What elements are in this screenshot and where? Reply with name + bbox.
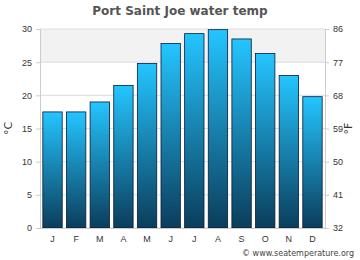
tick-mark [36,129,40,130]
tick-label: 25 [22,58,32,68]
bar [208,30,227,228]
tick-label: 41 [333,190,343,200]
tick-label: 50 [333,157,343,167]
tick: A [215,228,221,244]
tick: M [96,228,104,244]
tick-label: J [50,234,55,244]
tick-mark [325,228,329,229]
tick-label: F [73,234,79,244]
chart: 0 5 10 15 20 25 30 32 41 50 59 68 77 86 J F M A M J J A S O N D Po… [0,0,360,260]
bar [114,85,133,228]
tick: N [286,228,293,244]
bar [303,97,322,228]
tick-label: A [215,234,221,244]
tick-mark [325,129,329,130]
tick-mark [36,29,40,30]
y-axis: 0 5 10 15 20 25 30 [22,24,41,233]
y2-axis: 32 41 50 59 68 77 86 [325,24,343,233]
tick: 5 [27,190,40,200]
tick-mark [325,195,329,196]
tick-mark [325,95,329,96]
tick-label: 10 [22,157,32,167]
tick: D [309,228,316,244]
tick: O [262,228,269,244]
y2-axis-label: °F [342,123,355,135]
tick-mark [36,95,40,96]
bar [66,112,85,228]
tick-mark [36,162,40,163]
tick-label: 86 [333,24,343,34]
band [40,29,325,62]
tick-mark [325,62,329,63]
tick-label: 68 [333,91,343,101]
tick-mark [325,162,329,163]
tick-mark [36,195,40,196]
tick-label: 20 [22,91,32,101]
tick-label: 32 [333,223,343,233]
tick: 20 [22,91,40,101]
tick-label: S [239,234,245,244]
tick: 0 [27,223,40,233]
axis-line [326,30,330,229]
tick: M [143,228,151,244]
tick: 59 [325,124,343,134]
bar [232,39,251,228]
x-axis: JFMAMJJASOND [41,228,326,244]
bar [43,112,62,228]
tick: 41 [325,190,343,200]
tick: 25 [22,58,40,68]
tick-label: N [286,234,293,244]
bars [43,30,322,228]
tick: A [120,228,126,244]
axis-line [36,30,41,229]
tick-mark [36,228,40,229]
tick: 77 [325,58,343,68]
tick: 30 [22,24,40,34]
tick: 32 [325,223,343,233]
tick-mark [325,29,329,30]
tick: S [239,228,245,244]
tick: J [192,228,197,244]
bar [161,44,180,228]
tick-label: O [262,234,269,244]
tick: J [50,228,55,244]
tick-label: 0 [27,223,32,233]
annotation: © www.seatemperature.org [242,249,354,258]
tick-label: A [120,234,126,244]
bar [256,54,275,228]
tick: 15 [22,124,40,134]
bar [279,75,298,228]
tick-label: 5 [27,190,32,200]
tick: 68 [325,91,343,101]
tick-label: J [168,234,173,244]
grid-line [40,29,325,30]
tick-label: J [192,234,197,244]
tick-label: M [143,234,151,244]
grid-line [40,62,325,63]
tick: F [73,228,79,244]
axis-line [41,228,326,229]
tick-label: D [309,234,316,244]
tick-label: 15 [22,124,32,134]
bar [90,102,109,228]
tick: 86 [325,24,343,34]
bar [185,34,204,228]
tick: 10 [22,157,40,167]
title: Port Saint Joe water temp [92,4,268,18]
tick: J [168,228,173,244]
plot: 0 5 10 15 20 25 30 32 41 50 59 68 77 86 J F M A M J J A S O N D [22,24,343,244]
tick-label: M [96,234,104,244]
tick-mark [36,62,40,63]
tick-label: 30 [22,24,32,34]
bar [137,63,156,228]
tick-label: 77 [333,58,343,68]
y-axis-label: °C [2,122,15,136]
tick: 50 [325,157,343,167]
